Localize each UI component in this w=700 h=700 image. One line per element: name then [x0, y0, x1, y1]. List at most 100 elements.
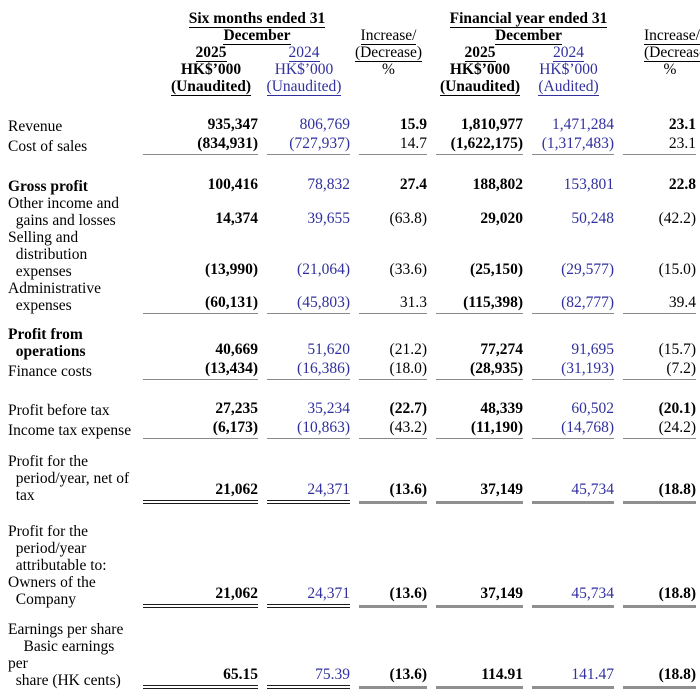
cell-value: (25,150) — [470, 261, 523, 278]
cell-value: (45,803) — [267, 294, 350, 314]
header-interim-period-line1: Six months ended 31 — [188, 10, 326, 28]
cell-value: (42.2) — [658, 210, 697, 227]
cell-value: (31,193) — [532, 360, 615, 380]
cell-value: 141.47 — [532, 666, 615, 689]
header-unit-2024-interim: HK$’000 — [274, 61, 334, 78]
cell-value: (13.6) — [359, 481, 427, 504]
row-label: Income tax expense — [8, 422, 132, 439]
row-label: Finance costs — [8, 363, 92, 380]
header-annual-period-line2: December — [494, 27, 563, 45]
cell-value: (28,935) — [436, 360, 523, 380]
header-unaudited-2024-interim: (Unaudited) — [266, 78, 342, 96]
cell-value: 23.1 — [623, 135, 697, 155]
cell-value: 78,832 — [307, 176, 350, 193]
header-row-units: HK$’000 HK$’000 % HK$’000 HK$’000 % — [8, 61, 696, 78]
cell-value: 24,371 — [267, 481, 350, 504]
row-label: Profit before tax — [8, 402, 110, 419]
cell-value: 75.39 — [267, 666, 350, 689]
row-label: Revenue — [8, 118, 63, 135]
cell-value: 50,248 — [571, 210, 615, 227]
header-year-2024-annual: 2024 — [553, 44, 584, 62]
header-unit-2024-annual: HK$’000 — [539, 61, 598, 78]
cell-value: 188,802 — [472, 176, 523, 193]
cell-value: (16,386) — [267, 360, 350, 380]
cell-value: (18.8) — [623, 666, 697, 689]
cell-value: 14,374 — [215, 210, 258, 227]
cell-value: 37,149 — [436, 585, 523, 608]
cell-value: 21,062 — [143, 481, 258, 504]
header-row-years: 2025 2024 (Decrease) 2025 2024 (Decrease… — [8, 44, 700, 62]
cell-value: 153,801 — [563, 176, 615, 193]
cell-value: (15.0) — [658, 261, 697, 278]
cell-value: (1,317,483) — [532, 135, 615, 155]
header-year-2025-annual: 2025 — [464, 44, 496, 62]
cell-value: 77,274 — [480, 341, 523, 358]
header-unit-2025-annual: HK$’000 — [449, 61, 511, 78]
cell-value: 114.91 — [436, 666, 523, 689]
cell-value: 1,810,977 — [461, 116, 523, 133]
table-header: Six months ended 31 Financial year ended… — [8, 10, 700, 96]
header-unaudited-2025-interim: (Unaudited) — [170, 78, 252, 96]
cell-value: 45,734 — [532, 481, 615, 504]
header-decrease-line-annual: (Decrease) — [644, 44, 700, 62]
header-interim-period-line2: December — [223, 27, 291, 45]
section-spacer — [8, 380, 696, 400]
cell-value: (7.2) — [623, 360, 697, 380]
financial-results-table: Six months ended 31 Financial year ended… — [8, 10, 700, 689]
cell-value: (24.2) — [623, 419, 697, 439]
row-label: Gross profit — [8, 178, 88, 195]
table-row: Finance costs (13,434) (16,386) (18.0) (28,9… — [8, 360, 697, 380]
header-increase-line-annual: Increase/ — [644, 27, 700, 45]
table-body: Revenue 935,347 806,769 15.9 1,810,977 1,471,… — [8, 95, 697, 689]
table-row: Profit before tax 27,235 35,234 (22.7) 48,33… — [8, 400, 696, 419]
cell-value: (18.8) — [623, 481, 697, 504]
row-label: Administrative expenses — [8, 280, 101, 314]
cell-value: 39,655 — [307, 210, 350, 227]
header-unaudited-2025-annual: (Unaudited) — [439, 78, 521, 96]
cell-value: (18.8) — [623, 585, 697, 608]
cell-value: (43.2) — [359, 419, 427, 439]
cell-value: (22.7) — [389, 400, 427, 417]
cell-value: (6,173) — [143, 419, 258, 439]
cell-value: (29,577) — [561, 261, 615, 278]
table-row: Profit for the period/year, net of tax 21… — [8, 453, 697, 504]
row-label: Profit from operations — [8, 326, 86, 360]
cell-value: 39.4 — [623, 294, 697, 314]
table-row: Profit for the period/year attributable … — [8, 523, 697, 608]
cell-value: 806,769 — [299, 116, 350, 133]
cell-value: (13,434) — [143, 360, 258, 380]
cell-value: 29,020 — [480, 210, 523, 227]
cell-value: 22.8 — [668, 176, 697, 193]
cell-value: 1,471,284 — [552, 116, 615, 133]
cell-value: 24,371 — [267, 585, 350, 608]
cell-value: (1,622,175) — [436, 135, 523, 155]
table-row: Selling and distribution expenses (13,990… — [8, 229, 696, 280]
header-row-group-titles: Six months ended 31 Financial year ended… — [8, 10, 696, 28]
section-spacer — [8, 608, 696, 621]
cell-value: (20.1) — [658, 400, 697, 417]
row-label: Selling and distribution expenses — [8, 229, 88, 280]
table-row: Profit from operations 40,669 51,620 (21.2)… — [8, 326, 696, 360]
section-spacer — [8, 314, 696, 326]
cell-value: 935,347 — [207, 116, 258, 133]
cell-value: 40,669 — [215, 341, 258, 358]
cell-value: (82,777) — [532, 294, 615, 314]
header-year-2025-interim: 2025 — [195, 44, 227, 62]
cell-value: (13.6) — [359, 666, 427, 689]
cell-value: 15.9 — [399, 116, 427, 133]
row-label: Other income and gains and losses — [8, 195, 120, 229]
header-row-group-titles-2: December Increase/ December Increase/ — [8, 27, 700, 45]
cell-value: 48,339 — [480, 400, 523, 417]
cell-value: (13,990) — [205, 261, 258, 278]
table-row: Revenue 935,347 806,769 15.9 1,810,977 1,471,… — [8, 116, 696, 135]
cell-value: (21,064) — [297, 261, 350, 278]
cell-value: 37,149 — [436, 481, 523, 504]
header-annual-period-line1: Financial year ended 31 — [449, 10, 608, 28]
row-label: Profit for the period/year, net of tax — [8, 453, 130, 504]
cell-value: 27.4 — [399, 176, 427, 193]
cell-value: (14,768) — [532, 419, 615, 439]
cell-value: 51,620 — [307, 341, 350, 358]
cell-value: (834,931) — [143, 135, 258, 155]
header-percent-sign-interim: % — [382, 61, 395, 78]
